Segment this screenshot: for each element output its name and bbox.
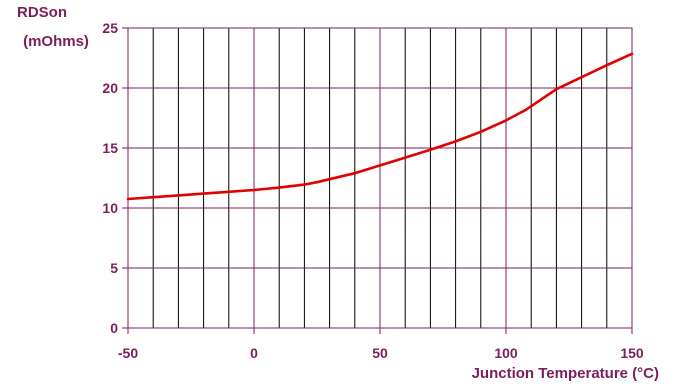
series-layer [126,52,634,201]
y-tick-label: 10 [102,200,118,216]
rdson-curve [126,52,634,201]
y-tick-label: 20 [102,80,118,96]
y-axis-title-line2: (mOhms) [23,33,89,50]
x-tick-label: -50 [118,345,138,361]
y-tick-label: 0 [110,320,118,336]
labels: RDSon (mOhms) Junction Temperature (°C) [17,4,659,382]
grid [127,27,633,329]
y-tick-label: 15 [102,140,118,156]
y-axis-title-line1: RDSon [17,4,67,21]
x-axis-title: Junction Temperature (°C) [472,365,659,382]
y-tick-label: 5 [110,260,118,276]
x-tick-label: 0 [250,345,258,361]
x-tick-label: 100 [494,345,518,361]
x-tick-label: 150 [620,345,644,361]
y-tick-label: 25 [102,20,118,36]
x-tick-label: 50 [372,345,388,361]
